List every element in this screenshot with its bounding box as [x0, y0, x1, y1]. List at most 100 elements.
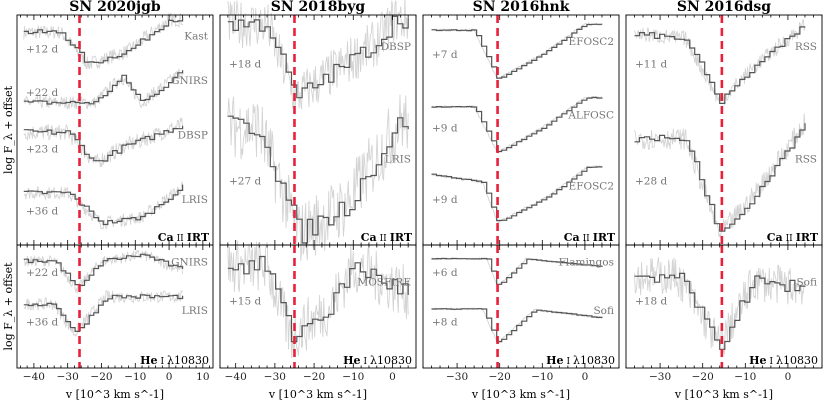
top-binned-spectrum-1: [634, 26, 806, 104]
instrument-label: LRIS: [385, 154, 411, 166]
x-tick-label: −10: [734, 371, 756, 383]
y-axis-title-top: log F_λ + offset: [2, 85, 15, 174]
x-tick-label: 0: [582, 371, 589, 383]
phase-label: +15 d: [229, 295, 261, 307]
x-tick-label: −20: [692, 371, 714, 383]
top-row-panel: +11 d RSS +28 d RSS Ca II IRT: [625, 14, 823, 246]
top-binned-spectrum-3: [23, 125, 184, 162]
bottom-raw-spectrum-1: [227, 240, 409, 359]
x-tick-label: 0: [785, 371, 792, 383]
panel-title: SN 2016dsg: [677, 0, 771, 15]
x-tick-label: 0: [166, 371, 173, 383]
x-axis-title: v [10^3 km s^-1]: [65, 388, 164, 401]
ca-irt-label: Ca II IRT: [361, 231, 413, 244]
instrument-label: ALFOSC: [567, 110, 614, 122]
x-tick-label: −30: [649, 371, 671, 383]
ion-label-part: He: [343, 354, 360, 367]
instrument-label: EFOSC2: [569, 180, 614, 192]
panel-title: SN 2016hnk: [473, 0, 570, 15]
panel-column-1: SN 2020jgb +12 d Kast +22 d GNIRS +23 d DBSP +3…: [16, 0, 214, 401]
top-panel-frame: [625, 14, 823, 246]
instrument-label: DBSP: [178, 130, 208, 142]
ca-irt-label: Ca II IRT: [564, 231, 616, 244]
ion-label-part: I: [566, 357, 570, 367]
phase-label: +9 d: [432, 194, 458, 206]
ion-label-part: He: [546, 354, 563, 367]
top-binned-spectrum-1: [227, 15, 409, 99]
x-axis-title: v [10^3 km s^-1]: [268, 388, 367, 401]
phase-label: +18 d: [229, 58, 261, 70]
instrument-label: RSS: [795, 154, 817, 166]
ion-label-part: λ10830: [167, 354, 209, 367]
bottom-raw-spectrum-1: [23, 249, 184, 294]
bottom-raw-spectrum-2: [23, 290, 183, 338]
x-tick-label: −30: [264, 371, 286, 383]
phase-label: +11 d: [635, 58, 667, 70]
bottom-binned-spectrum-2: [23, 294, 184, 332]
ion-label-part: Ca: [767, 231, 783, 244]
x-tick-label: −30: [57, 371, 79, 383]
top-binned-spectrum-4: [23, 184, 184, 226]
top-binned-spectrum-2: [227, 115, 409, 244]
top-binned-spectrum-2: [431, 96, 603, 153]
bottom-panel-frame: [625, 244, 823, 369]
top-raw-spectrum-3: [23, 117, 184, 168]
top-binned-spectrum-1: [431, 23, 603, 79]
instrument-label: Sofi: [796, 277, 817, 289]
top-row-panel: +7 d EFOSC2 +9 d ALFOSC +9 d EFOSC2 Ca II IRT: [422, 14, 620, 246]
panel-title: SN 2020jgb: [69, 0, 161, 15]
instrument-label: Flamingos: [559, 256, 614, 268]
instrument-label: LRIS: [182, 194, 208, 206]
y-axis-title-bottom: log F_λ + offset: [2, 262, 15, 351]
x-tick-label: 10: [196, 371, 209, 383]
ion-label-part: λ10830: [370, 354, 412, 367]
top-raw-spectrum-1: [227, 0, 409, 115]
top-raw-spectrum-2: [634, 113, 806, 238]
ca-irt-label: Ca II IRT: [767, 231, 819, 244]
x-tick-label: −20: [489, 371, 511, 383]
x-axis-title: v [10^3 km s^-1]: [471, 388, 570, 401]
ion-label-part: IRT: [593, 231, 616, 244]
ion-label-part: II: [177, 234, 185, 244]
instrument-label: LRIS: [182, 305, 208, 317]
top-raw-spectrum-4: [23, 181, 184, 230]
panel-column-3: SN 2016hnk +7 d EFOSC2 +9 d ALFOSC +9 d EFOSC2…: [422, 0, 620, 401]
x-tick-label: −30: [446, 371, 468, 383]
phase-label: +18 d: [635, 295, 667, 307]
bottom-panel-frame: [219, 244, 417, 369]
top-binned-spectrum-3: [431, 166, 603, 222]
x-tick-label: −40: [23, 371, 45, 383]
bottom-binned-spectrum-1: [227, 255, 409, 343]
ion-label-part: IRT: [390, 231, 413, 244]
instrument-label: GNIRS: [171, 75, 208, 87]
x-tick-label: −10: [342, 371, 364, 383]
instrument-label: EFOSC2: [569, 36, 614, 48]
x-tick-label: −20: [303, 371, 325, 383]
ion-label-part: II: [583, 234, 591, 244]
ion-label-part: II: [380, 234, 388, 244]
ion-label-part: He: [140, 354, 157, 367]
bottom-binned-spectrum-1: [634, 272, 806, 350]
phase-label: +22 d: [26, 87, 58, 99]
ion-label-part: I: [160, 357, 164, 367]
x-tick-label: −40: [225, 371, 247, 383]
phase-label: +9 d: [432, 123, 458, 135]
panel-title: SN 2018byg: [271, 0, 366, 15]
phase-label: +22 d: [26, 267, 58, 279]
ion-label-part: Ca: [158, 231, 174, 244]
top-binned-spectrum-2: [634, 123, 806, 232]
top-raw-spectrum-1: [23, 12, 183, 70]
bottom-binned-spectrum-2: [431, 308, 603, 343]
phase-label: +7 d: [432, 49, 458, 61]
ion-label-part: IRT: [796, 231, 819, 244]
x-tick-label: 0: [389, 371, 396, 383]
ion-label-part: Ca: [361, 231, 377, 244]
phase-label: +36 d: [26, 206, 58, 218]
